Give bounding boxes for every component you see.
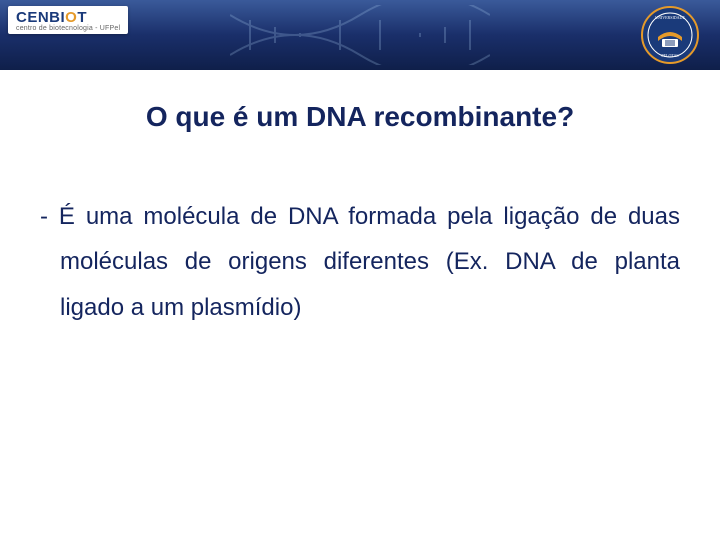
logo-subtitle: centro de biotecnologia - UFPel bbox=[16, 25, 120, 32]
logo-text-part1: CENBI bbox=[16, 9, 65, 26]
logo-text-accent: O bbox=[65, 9, 77, 26]
body-bullet-prefix: - bbox=[40, 203, 59, 230]
slide-body: - É uma molécula de DNA formada pela lig… bbox=[40, 194, 680, 331]
university-badge-icon: UNIVERSIDADE PELOTAS bbox=[640, 5, 700, 65]
dna-helix-graphic bbox=[230, 5, 490, 65]
logo-cenbiot: CENBIOT centro de biotecnologia - UFPel bbox=[8, 6, 128, 34]
body-text-content: É uma molécula de DNA formada pela ligaç… bbox=[59, 203, 680, 321]
slide-content: O que é um DNA recombinante? - É uma mol… bbox=[0, 70, 720, 330]
header-band: CENBIOT centro de biotecnologia - UFPel … bbox=[0, 0, 720, 70]
svg-text:UNIVERSIDADE: UNIVERSIDADE bbox=[655, 15, 685, 20]
svg-text:PELOTAS: PELOTAS bbox=[661, 53, 678, 58]
logo-title: CENBIOT bbox=[16, 10, 120, 25]
slide-title: O que é um DNA recombinante? bbox=[40, 100, 680, 134]
logo-text-part3: T bbox=[77, 9, 87, 26]
